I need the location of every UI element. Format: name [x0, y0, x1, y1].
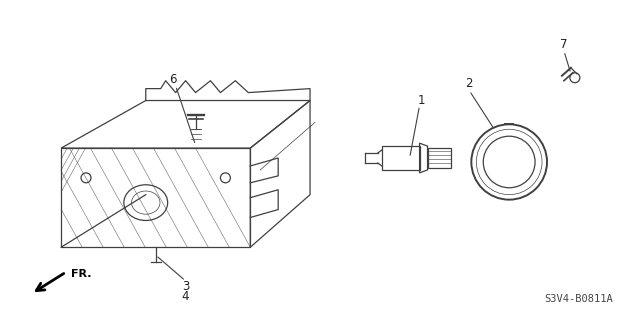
Text: 3: 3: [182, 280, 189, 293]
Text: FR.: FR.: [71, 269, 92, 279]
Text: 7: 7: [560, 38, 568, 50]
Text: 2: 2: [465, 77, 473, 90]
Text: 6: 6: [169, 73, 177, 86]
Text: 1: 1: [418, 94, 426, 107]
Text: 4: 4: [182, 290, 189, 303]
Text: S3V4-B0811A: S3V4-B0811A: [545, 294, 613, 304]
